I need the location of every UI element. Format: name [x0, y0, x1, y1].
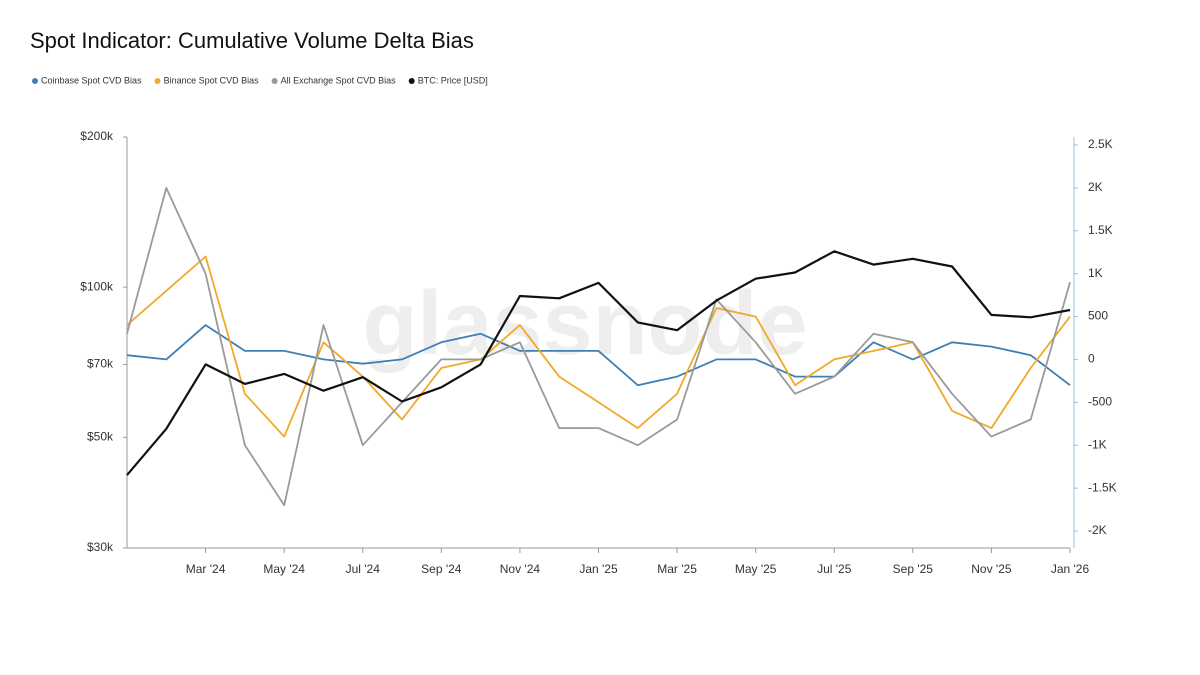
y2-tick-label: -2K	[1088, 523, 1107, 537]
x-tick-label: Sep '24	[421, 562, 462, 576]
y-tick-label: $70k	[87, 357, 114, 371]
y-tick-label: $30k	[87, 540, 114, 554]
y2-tick-label: -1K	[1088, 437, 1107, 451]
y2-tick-label: -1.5K	[1088, 480, 1117, 494]
y2-tick-label: 2.5K	[1088, 137, 1113, 151]
legend-label: BTC: Price [USD]	[418, 75, 488, 85]
y2-tick-label: 0	[1088, 352, 1095, 366]
x-tick-label: May '24	[263, 562, 305, 576]
y-tick-label: $200k	[80, 129, 114, 143]
x-tick-label: Sep '25	[893, 562, 934, 576]
y2-tick-label: 1K	[1088, 266, 1103, 280]
series-line	[126, 324, 1071, 387]
y2-tick-label: 2K	[1088, 180, 1103, 194]
x-tick-label: Mar '24	[186, 562, 226, 576]
x-tick-label: Mar '25	[657, 562, 697, 576]
series-line	[126, 250, 1071, 476]
x-tick-label: Jan '25	[579, 562, 618, 576]
legend-marker	[154, 78, 161, 84]
x-tick-label: Jan '26	[1051, 562, 1090, 576]
legend-label: Binance Spot CVD Bias	[164, 75, 260, 85]
x-tick-label: Jul '25	[817, 562, 852, 576]
y-tick-label: $50k	[87, 430, 114, 444]
x-tick-label: Nov '24	[500, 562, 541, 576]
y2-tick-label: 1.5K	[1088, 223, 1113, 237]
series-line	[126, 187, 1071, 507]
y-tick-label: $100k	[80, 279, 114, 293]
y2-tick-label: 500	[1088, 309, 1108, 323]
legend-marker	[271, 78, 278, 84]
legend-marker	[408, 78, 415, 84]
legend-marker	[32, 78, 38, 84]
x-tick-label: Jul '24	[346, 562, 381, 576]
x-tick-label: Nov '25	[971, 562, 1012, 576]
legend-label: Coinbase Spot CVD Bias	[41, 75, 142, 85]
chart-title: Spot Indicator: Cumulative Volume Delta …	[30, 28, 474, 53]
legend-label: All Exchange Spot CVD Bias	[281, 75, 397, 85]
x-tick-label: May '25	[735, 562, 777, 576]
y2-tick-label: -500	[1088, 395, 1112, 409]
